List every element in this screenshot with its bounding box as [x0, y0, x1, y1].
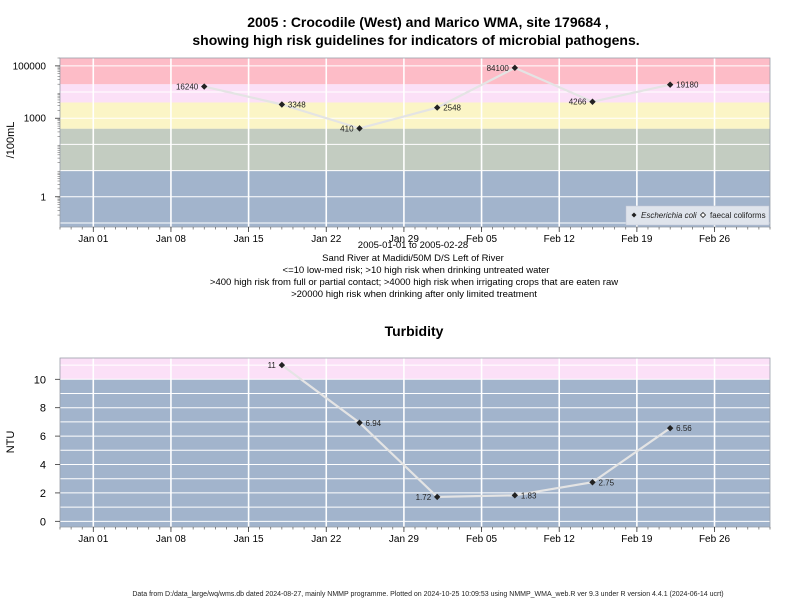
turbidity-bands [60, 358, 770, 527]
x-axis-ticks: Jan 01 Jan 08 Jan 15 Jan 22 Jan 29 Feb 05 Feb … [59, 227, 771, 245]
date-range-caption: 2005-01-01 to 2005-02-28 [358, 240, 468, 251]
guideline-caption-1: <=10 low-med risk; >10 high risk when dr… [283, 265, 550, 276]
risk-band [60, 58, 770, 85]
guideline-caption-3: >20000 high risk when drinking after onl… [291, 289, 537, 300]
legend-marker-open-diamond [699, 211, 707, 219]
x-tick-label: Feb 26 [699, 234, 731, 245]
data-point [511, 492, 519, 499]
legend: Escherichia coli faecal coliforms [625, 205, 770, 226]
y-tick-label: 2 [40, 488, 46, 500]
legend-marker-filled-diamond [631, 212, 637, 218]
risk-band [60, 102, 770, 129]
data-label: 16240 [176, 83, 199, 92]
data-label: 410 [340, 124, 354, 133]
y-tick-label: 10 [34, 374, 46, 386]
data-point [433, 104, 441, 111]
x-tick-label: Jan 15 [234, 234, 264, 245]
x-tick-label: Jan 29 [389, 534, 419, 545]
series-line [281, 364, 671, 499]
legend-box [625, 205, 770, 226]
x-tick-label: Jan 08 [156, 534, 186, 545]
x-tick-label: Feb 12 [544, 234, 576, 245]
x-tick-label: Jan 01 [78, 234, 108, 245]
data-point [278, 101, 286, 108]
data-point [666, 81, 674, 88]
data-label: 1.72 [416, 493, 432, 502]
x-tick-label: Feb 12 [544, 534, 576, 545]
data-point [433, 493, 441, 501]
x-tick-label: Jan 15 [234, 534, 264, 545]
data-point [666, 424, 674, 432]
x-tick-label: Feb 26 [699, 534, 731, 545]
chart-title-line2: showing high risk guidelines for indicat… [192, 32, 639, 48]
data-point [511, 64, 519, 72]
y-tick-label: 100000 [13, 61, 47, 72]
data-label: 6.94 [366, 419, 382, 428]
data-label: 1.83 [521, 491, 537, 500]
data-point [201, 83, 208, 90]
data-label: 6.56 [676, 424, 692, 433]
risk-band [60, 84, 770, 103]
data-label: 4266 [569, 98, 587, 107]
y-axis-ticks: 0 2 4 6 8 10 [34, 374, 60, 528]
data-point [589, 98, 596, 105]
site-caption: Sand River at Madidi/50M D/S Left of Riv… [322, 253, 504, 264]
x-tick-label: Jan 22 [311, 234, 341, 245]
data-label: 84100 [487, 64, 510, 73]
data-point [278, 361, 286, 369]
y-axis-ticks: 1 1000 100000 [13, 57, 60, 216]
x-tick-label: Jan 22 [311, 534, 341, 545]
x-tick-label: Jan 29 [389, 234, 419, 245]
y-tick-label: 0 [40, 516, 46, 528]
x-tick-label: Jan 08 [156, 234, 186, 245]
x-axis-ticks: Jan 01 Jan 08 Jan 15 Jan 22 Jan 29 Feb 05 Feb … [59, 527, 771, 545]
y-axis-label: NTU [5, 431, 17, 454]
risk-band [60, 379, 770, 527]
y-tick-label: 6 [40, 431, 46, 443]
data-label: 2548 [443, 104, 461, 113]
x-tick-label: Feb 19 [621, 234, 653, 245]
y-tick-label: 4 [40, 460, 46, 472]
x-tick-label: Feb 05 [466, 234, 498, 245]
data-point [589, 479, 596, 486]
data-label: 3348 [288, 100, 306, 109]
y-tick-label: 8 [40, 403, 46, 415]
x-tick-label: Jan 01 [78, 534, 108, 545]
data-point [356, 125, 363, 132]
legend-entry-ecoli: Escherichia coli [641, 211, 697, 220]
legend-entry-faecal-coliforms: faecal coliforms [710, 211, 766, 220]
risk-band [60, 128, 770, 171]
turbidity-title: Turbidity [385, 323, 444, 339]
data-point [356, 419, 363, 426]
x-tick-label: Feb 05 [466, 534, 498, 545]
turbidity-chart-panel: Jan 01 Jan 08 Jan 15 Jan 22 Jan 29 Feb 05 Feb … [5, 357, 771, 545]
data-label: 2.75 [599, 478, 615, 487]
data-label: 11 [268, 361, 277, 370]
y-tick-label: 1000 [24, 114, 47, 125]
data-label: 19180 [676, 81, 699, 90]
microbial-chart-panel: Jan 01 Jan 08 Jan 15 Jan 22 Jan 29 Feb 05 Feb … [5, 57, 771, 245]
footer-note: Data from D:/data_large/wq/wms.db dated … [132, 591, 723, 598]
ecoli-series: 16240 3348 410 2548 84100 4266 19180 [176, 64, 699, 134]
y-axis-label: /100mL [5, 122, 17, 159]
x-tick-label: Feb 19 [621, 534, 653, 545]
chart-title: 2005 : Crocodile (West) and Marico WMA, … [247, 14, 609, 30]
y-tick-label: 1 [40, 192, 46, 203]
turbidity-series: 11 6.94 1.72 1.83 2.75 6.56 [268, 361, 693, 502]
risk-band [60, 358, 770, 380]
risk-bands [60, 58, 770, 227]
guideline-caption-2: >400 high risk from full or partial cont… [210, 277, 618, 288]
